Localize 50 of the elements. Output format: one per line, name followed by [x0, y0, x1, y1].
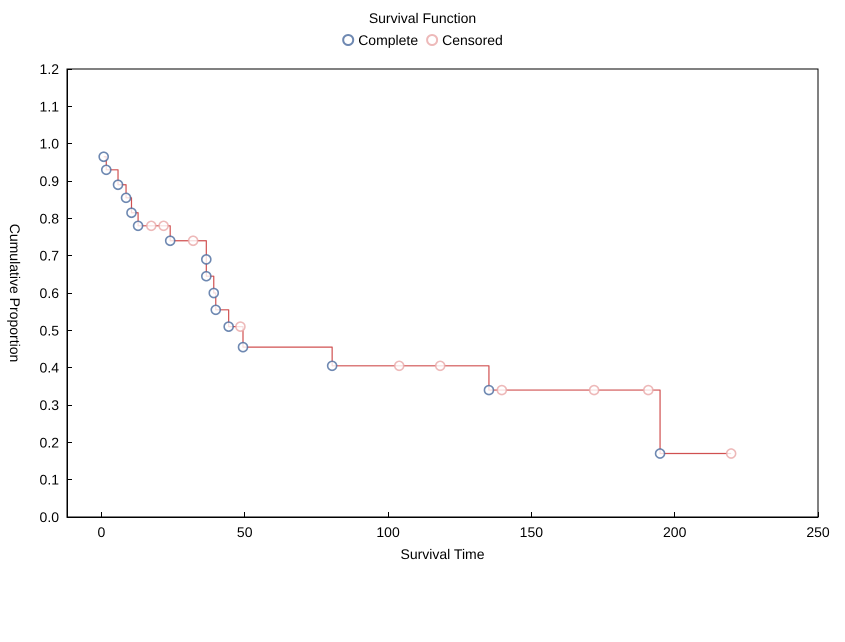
point	[235, 321, 246, 332]
point	[146, 220, 157, 232]
y-tick-label: 0.5	[40, 322, 60, 338]
point	[326, 360, 338, 372]
point	[726, 448, 736, 459]
y-tick-label: 1.2	[40, 61, 60, 77]
y-tick-label: 0.4	[40, 360, 60, 376]
point	[201, 270, 212, 282]
point	[98, 151, 109, 162]
legend-label: Censored	[442, 32, 503, 48]
x-tick-label: 100	[376, 524, 400, 540]
point	[223, 321, 234, 332]
point	[643, 384, 654, 396]
y-tick-label: 0.0	[40, 509, 60, 525]
x-tick-label: 200	[663, 524, 687, 540]
point	[158, 220, 169, 232]
point	[132, 220, 144, 232]
y-tick-label: 0.9	[40, 173, 60, 189]
y-tick-label: 0.7	[40, 248, 60, 264]
point	[164, 235, 176, 246]
point	[654, 448, 666, 459]
point	[126, 207, 137, 218]
x-axis-title: Survival Time	[400, 546, 485, 562]
point	[484, 384, 494, 396]
x-tick-label: 150	[520, 524, 544, 540]
y-tick-label: 0.6	[40, 285, 60, 301]
x-tick-label: 250	[806, 524, 830, 540]
legend-label: Complete	[358, 32, 418, 48]
point	[496, 384, 508, 396]
point	[210, 304, 222, 316]
x-tick-label: 0	[98, 524, 106, 540]
y-axis-title: Cumulative Proportion	[7, 224, 23, 362]
y-tick-label: 0.2	[40, 434, 60, 450]
x-tick-label: 50	[236, 524, 253, 540]
y-tick-label: 1.0	[40, 136, 60, 152]
point	[238, 342, 248, 352]
point	[434, 360, 446, 372]
y-tick-label: 0.1	[40, 472, 60, 488]
point	[188, 235, 198, 246]
y-tick-label: 0.3	[40, 397, 60, 413]
point	[120, 192, 132, 204]
point	[588, 384, 600, 396]
point	[394, 360, 405, 372]
point	[100, 164, 112, 176]
y-tick-label: 1.1	[40, 98, 60, 114]
chart-title: Survival Function	[368, 10, 476, 26]
point	[201, 254, 212, 265]
point	[208, 288, 220, 298]
y-tick-label: 0.8	[40, 210, 60, 226]
point	[112, 179, 124, 190]
